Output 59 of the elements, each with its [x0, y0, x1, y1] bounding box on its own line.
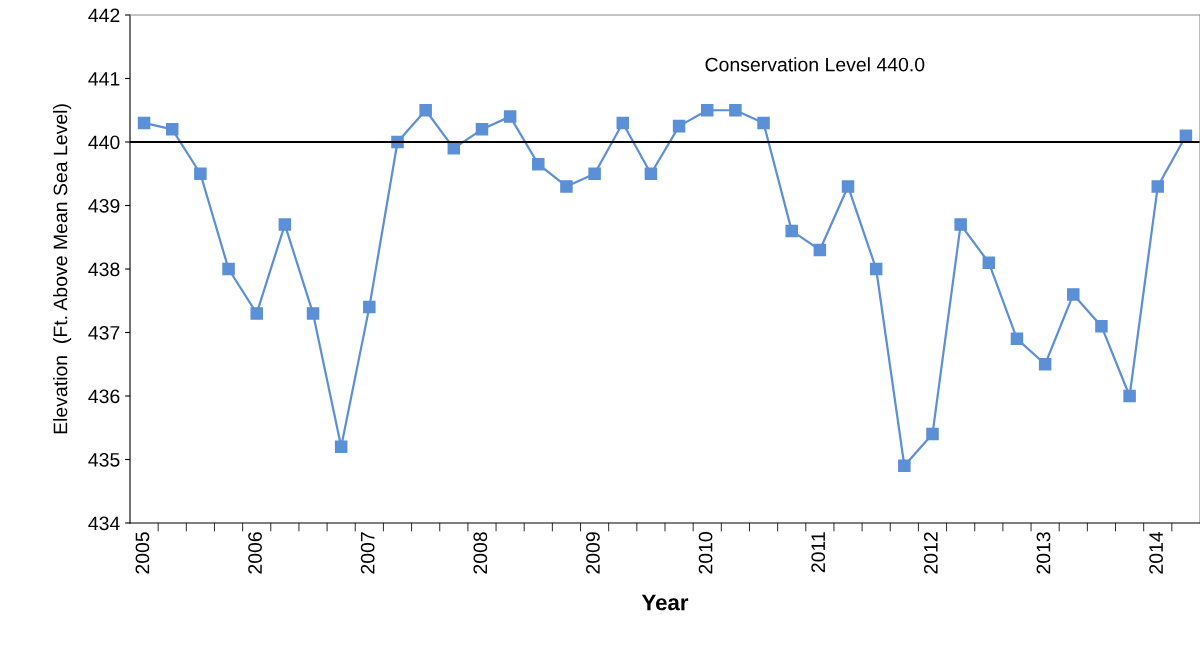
point [503, 110, 517, 123]
point [278, 218, 292, 231]
point [1067, 288, 1080, 301]
y-tick-label: 437 [88, 325, 120, 340]
y-tick-label: 441 [88, 72, 120, 86]
point [250, 307, 263, 320]
x-tick-label: 2010 [698, 532, 713, 574]
point [729, 103, 742, 117]
point [644, 167, 658, 181]
point [560, 180, 573, 193]
point [1179, 129, 1193, 142]
point [419, 103, 432, 117]
x-tick-label: 2009 [586, 532, 600, 574]
point [1151, 180, 1165, 193]
y-tick-label: 438 [88, 262, 120, 277]
point [1095, 319, 1108, 333]
point [475, 123, 489, 136]
y-axis-title: Elevation (Ft. Above Mean Sea Level) [53, 104, 72, 434]
x-axis-title: Year [641, 594, 689, 611]
point [616, 116, 630, 130]
ref-line-label: Conservation Level 440.0 [705, 57, 925, 72]
x-tick-label: 2006 [248, 532, 262, 574]
x-tick-label: 2008 [473, 532, 488, 574]
y-tick-label: 439 [88, 198, 120, 213]
x-tick-label: 2013 [1036, 532, 1051, 574]
x-tick-label: 2012 [923, 532, 938, 574]
point [841, 180, 855, 193]
point [363, 300, 376, 314]
point [222, 262, 235, 276]
point [954, 218, 967, 231]
point [588, 167, 601, 181]
point [982, 256, 996, 269]
x-tick-label: 2014 [1149, 531, 1163, 574]
point [194, 167, 207, 181]
point [898, 459, 911, 473]
point [306, 307, 320, 320]
point [447, 142, 461, 155]
x-tick-label: 2011 [811, 532, 826, 573]
y-tick-label: 434 [88, 516, 120, 531]
point [137, 116, 151, 130]
point [1123, 389, 1136, 403]
x-tick-label: 2005 [135, 532, 150, 574]
point [813, 243, 827, 257]
y-tick-label: 435 [88, 452, 120, 467]
x-tick-label: 2007 [360, 532, 375, 574]
point [1010, 332, 1024, 346]
point [869, 262, 883, 276]
point [1038, 357, 1052, 371]
point [672, 119, 686, 133]
point [700, 103, 714, 117]
point [926, 427, 939, 441]
y-tick-label: 440 [88, 135, 120, 150]
y-tick-label: 442 [88, 8, 120, 23]
point [785, 224, 798, 238]
point [757, 116, 770, 130]
point [165, 123, 179, 136]
point [532, 157, 545, 171]
y-tick-label: 436 [88, 389, 120, 404]
point [334, 440, 348, 454]
